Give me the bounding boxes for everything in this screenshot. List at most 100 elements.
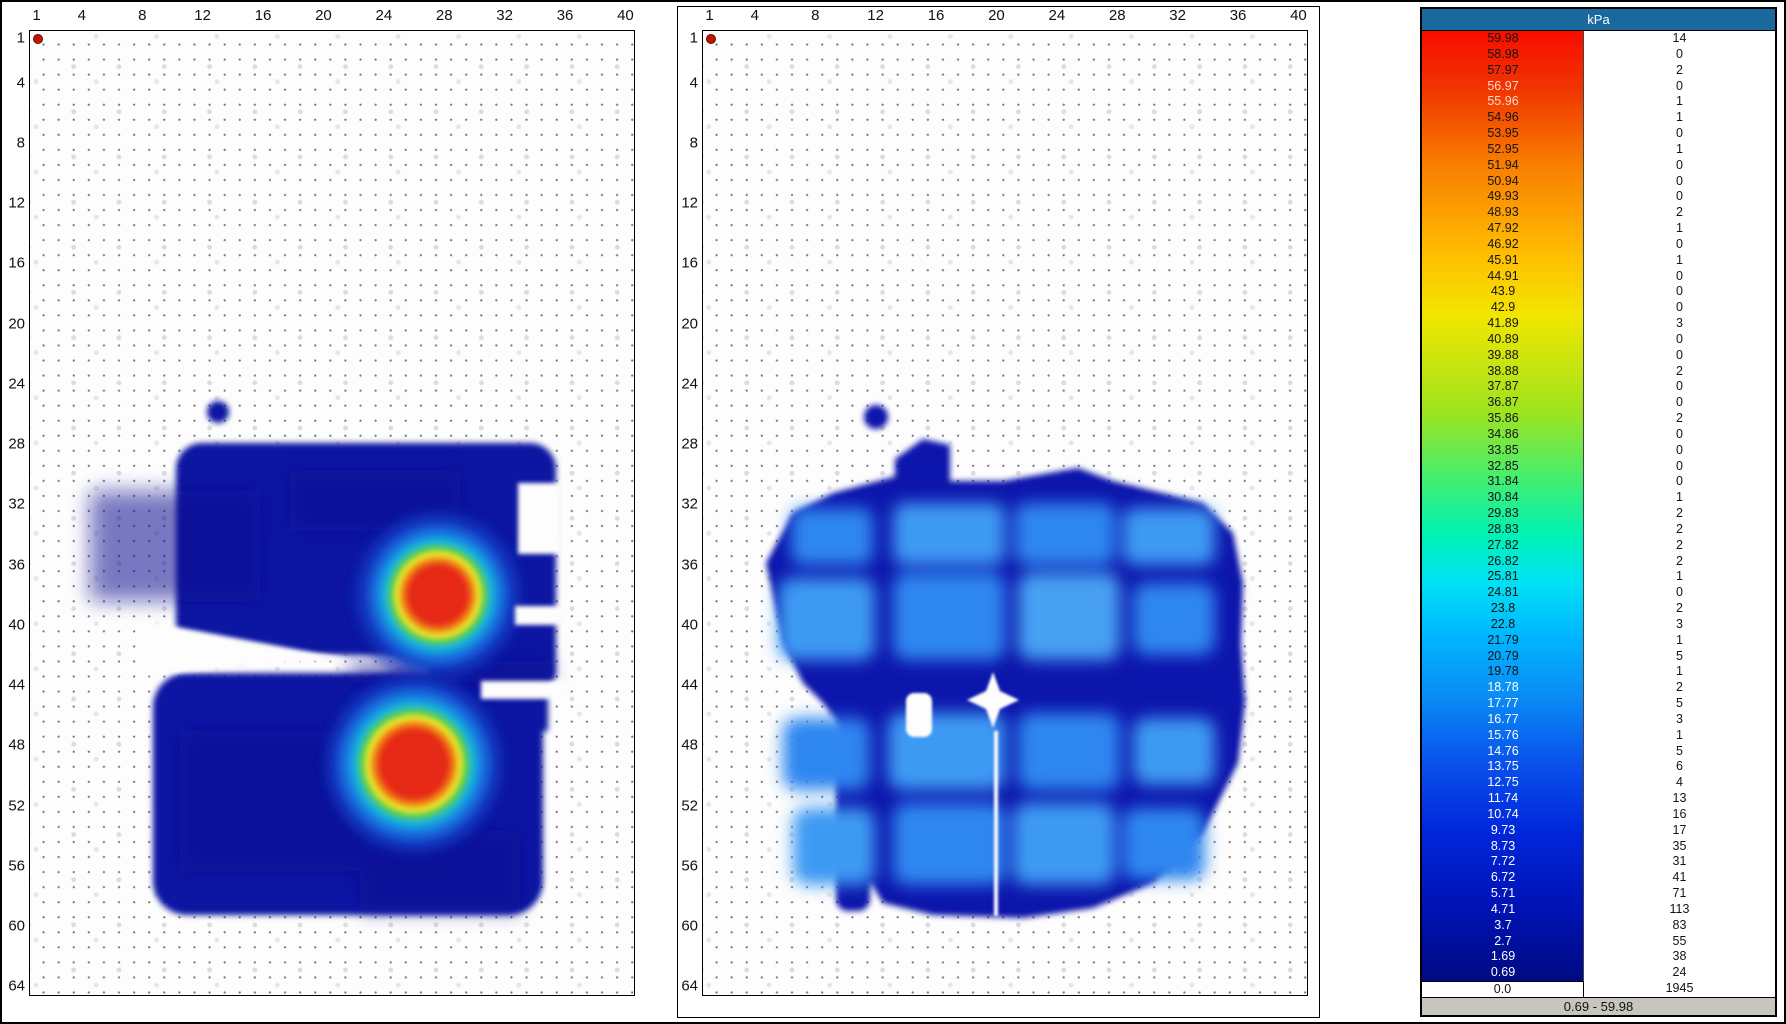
legend-row-value: 18.78: [1487, 680, 1519, 695]
legend-row-value: 29.83: [1487, 506, 1519, 520]
y-tick-label: 48: [681, 736, 698, 754]
y-tick-label: 44: [8, 676, 25, 694]
legend-zero-value: 0.0: [1422, 981, 1584, 997]
legend-row-value: 5.71: [1490, 886, 1516, 900]
legend-row-value: 47.92: [1487, 221, 1519, 235]
x-tick-label: 20: [315, 7, 332, 24]
legend-row-value: 14.76: [1487, 743, 1519, 758]
legend-row-count: 1: [1676, 664, 1683, 679]
legend-row-value: 51.94: [1487, 157, 1519, 172]
legend-row-value: 24.81: [1487, 585, 1519, 600]
legend-row-count: 2: [1676, 553, 1683, 568]
legend-row-value: 55.96: [1487, 94, 1519, 109]
middle-pressure-map-art: [766, 405, 1245, 918]
legend-row-value: 8.73: [1490, 838, 1516, 853]
left-pressure-map-art: [90, 401, 565, 915]
legend-row-value: 43.9: [1490, 284, 1516, 299]
y-tick-label: 44: [681, 676, 698, 694]
x-tick-label: 20: [988, 7, 1005, 24]
legend-row-count: 2: [1676, 537, 1683, 552]
y-tick-label: 40: [681, 616, 698, 634]
legend-row-count: 16: [1672, 806, 1687, 821]
legend-row-value: 2.7: [1494, 933, 1512, 948]
legend-row-value: 15.76: [1487, 727, 1519, 742]
legend-row-count: 2: [1676, 205, 1683, 220]
legend-row-count: 1: [1676, 110, 1683, 125]
legend-row-count: 0: [1676, 426, 1683, 441]
y-tick-label: 56: [681, 857, 698, 875]
legend-row-count: 2: [1676, 62, 1683, 77]
y-tick-label: 28: [681, 435, 698, 453]
legend-row-value: 40.89: [1487, 331, 1519, 346]
legend-row-count: 24: [1672, 965, 1687, 980]
legend-row-value: 46.92: [1487, 236, 1519, 251]
y-tick-label: 52: [681, 797, 698, 815]
legend-unit-header: kPa: [1422, 9, 1775, 31]
legend-row-count: 2: [1676, 411, 1683, 425]
legend-row-count: 17: [1672, 822, 1687, 837]
legend-row-value: 19.78: [1487, 664, 1519, 679]
legend-row-count: 4: [1676, 775, 1683, 790]
y-tick-label: 36: [8, 556, 25, 574]
y-tick-label: 36: [681, 556, 698, 574]
legend-row-value: 32.85: [1487, 458, 1519, 473]
legend-row-value: 3.7: [1494, 917, 1512, 932]
legend-row-value: 12.75: [1487, 775, 1519, 790]
left-origin-cell-marker: [33, 34, 43, 44]
y-tick-label: 60: [681, 917, 698, 935]
legend-color-scale: [1422, 31, 1584, 981]
legend-row-count: 5: [1676, 743, 1683, 758]
y-tick-label: 60: [8, 917, 25, 935]
legend-row-count: 13: [1672, 791, 1687, 805]
legend-row-value: 49.93: [1487, 189, 1519, 204]
x-tick-label: 12: [867, 7, 884, 24]
middle-pressure-map[interactable]: [702, 30, 1308, 996]
x-tick-label: 36: [556, 7, 574, 24]
legend-row-count: 41: [1672, 870, 1687, 885]
x-tick-label: 16: [254, 7, 272, 24]
legend-row-count: 1: [1676, 141, 1683, 156]
legend-row-count: 38: [1672, 949, 1687, 964]
legend-row-count: 2: [1676, 680, 1683, 695]
y-tick-label: 24: [8, 375, 25, 393]
legend-row-value: 38.88: [1487, 363, 1519, 378]
legend-row-value: 13.75: [1487, 759, 1519, 774]
legend-row-count: 31: [1672, 854, 1687, 869]
x-tick-label: 8: [138, 7, 147, 24]
x-tick-label: 4: [77, 7, 87, 24]
left-pressure-map[interactable]: [29, 30, 635, 996]
legend-row-value: 34.86: [1487, 426, 1519, 441]
legend-row-count: 83: [1672, 917, 1687, 932]
legend-row-value: 48.93: [1487, 205, 1519, 220]
legend-row-count: 0: [1676, 331, 1683, 346]
legend-row-value: 7.72: [1490, 854, 1516, 869]
legend-row-value: 41.89: [1487, 316, 1519, 330]
legend-value-labels: 59.98 58.98 57.97 56.97 55.96 54.96 53.95 52.95…: [1422, 31, 1584, 981]
y-tick-label: 20: [681, 315, 698, 333]
legend-panel: kPa 59.98 58.98 57.97 56.97 55.96 54.96 53.95 5…: [1420, 7, 1777, 1017]
legend-row-count: 0: [1676, 300, 1683, 315]
y-tick-label: 1: [16, 29, 25, 47]
legend-row-count: 2: [1676, 601, 1683, 615]
legend-row-value: 1.69: [1490, 949, 1516, 964]
legend-row-value: 11.74: [1487, 791, 1519, 805]
legend-row-value: 4.71: [1490, 901, 1516, 916]
legend-row-value: 36.87: [1487, 395, 1519, 410]
y-tick-label: 40: [8, 616, 25, 634]
y-tick-label: 28: [8, 435, 25, 453]
legend-row-value: 33.85: [1487, 442, 1519, 457]
x-tick-label: 1: [32, 7, 41, 24]
x-tick-label: 36: [1229, 7, 1247, 24]
legend-row-value: 0.69: [1490, 965, 1516, 980]
y-tick-label: 12: [681, 194, 698, 212]
legend-row-count: 0: [1676, 347, 1683, 362]
legend-cell-counts: 14 0 2 0 1 1 0 1 0 0 0 2 1 0 1 0 0 0 3 0 0 2 0 0 2 0 0 0 0 1 2 2 2 2 1 0 2 3 1…: [1584, 31, 1775, 981]
y-tick-label: 4: [689, 74, 698, 92]
legend-row-count: 0: [1676, 157, 1683, 172]
legend-row-count: 71: [1672, 886, 1687, 900]
x-tick-label: 8: [811, 7, 820, 24]
legend-row-value: 6.72: [1490, 870, 1516, 885]
legend-row-value: 31.84: [1487, 474, 1519, 489]
x-tick-label: 16: [927, 7, 945, 24]
legend-row-value: 20.79: [1487, 648, 1519, 663]
